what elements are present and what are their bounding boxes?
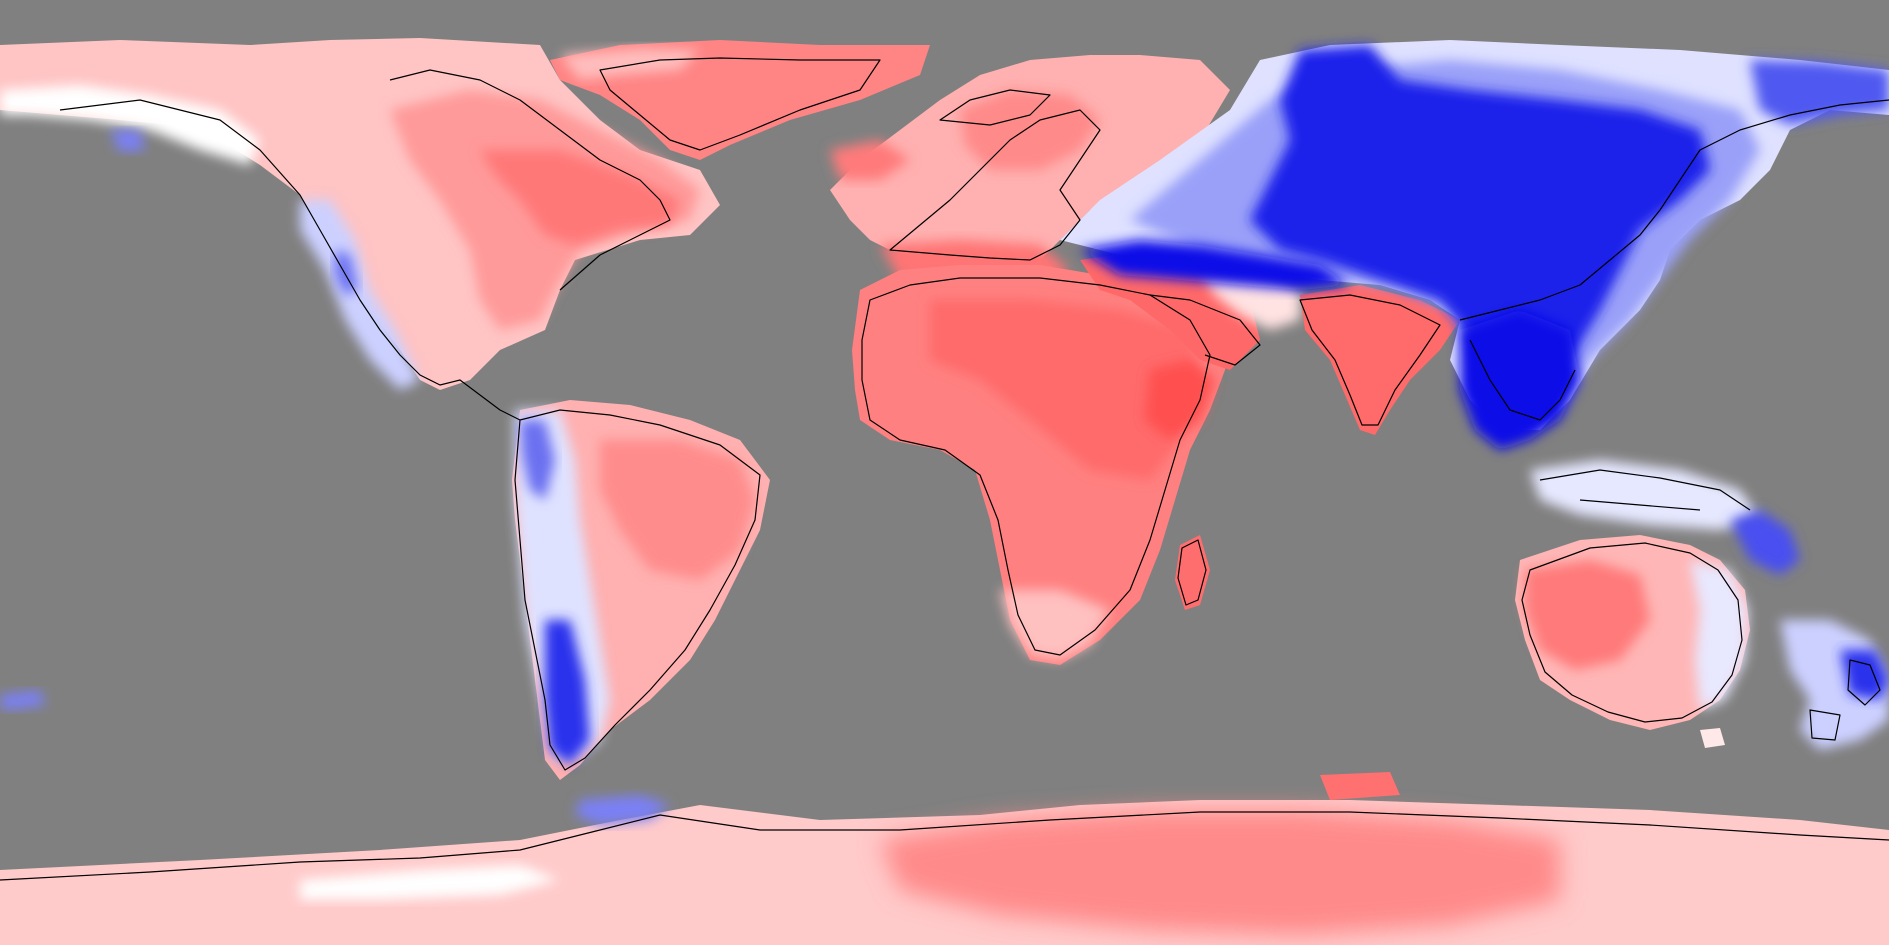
- coastline-africa: [861, 277, 1211, 656]
- patagonia-deep-cool: [545, 620, 590, 765]
- region-maritime-se-asia: [1530, 460, 1800, 575]
- brazil-warm: [600, 440, 755, 580]
- coastline-europe: [889, 89, 1101, 261]
- north-america-warmer: [480, 150, 680, 245]
- coastline-antarctica: [0, 811, 1889, 881]
- coastline-madagascar: [1177, 539, 1207, 606]
- west-antarctica-neutral: [300, 865, 560, 900]
- australia-east-cool: [1690, 560, 1748, 710]
- south-africa-light: [1000, 590, 1110, 660]
- tasmania-neutral: [1700, 728, 1725, 748]
- rockies-cool-core: [335, 250, 358, 295]
- coastline-greenland: [599, 57, 881, 151]
- siberia-northeast: [1750, 60, 1889, 125]
- central-asia-deep: [1080, 240, 1350, 290]
- new-zealand-deep: [1840, 650, 1889, 700]
- africa-warm: [930, 300, 1200, 480]
- coastlines: [0, 57, 1889, 881]
- southeast-asia-deep: [1460, 310, 1580, 450]
- andes-cool: [515, 410, 610, 760]
- india-base: [1300, 285, 1460, 435]
- coastline-indonesia: [1539, 469, 1751, 511]
- region-australia: [1515, 535, 1750, 748]
- coastline-arabia-india: [1149, 294, 1441, 426]
- indonesia: [1530, 460, 1760, 530]
- region-new-zealand: [1780, 620, 1889, 750]
- coastline-south-america: [514, 409, 761, 771]
- region-south-america: [512, 400, 770, 780]
- greenland-light: [560, 48, 700, 80]
- coastline-north-america: [59, 69, 671, 421]
- region-asia-cool: [1060, 40, 1889, 450]
- iceland: [830, 140, 910, 180]
- scandinavia-warm: [960, 90, 1100, 170]
- asia-deep-cool: [1250, 45, 1710, 410]
- coastline-asia-east: [1459, 99, 1889, 421]
- peru-cool: [520, 420, 555, 500]
- region-greenland: [550, 40, 930, 160]
- region-antarctica: [0, 772, 1889, 945]
- coastline-australia: [1521, 542, 1743, 723]
- horn-of-africa-hot: [1145, 360, 1215, 440]
- alaska-cool: [0, 85, 260, 165]
- new-guinea-cool: [1730, 510, 1800, 575]
- alaska-blue-spot: [110, 130, 145, 152]
- antarctic-peninsula-cool: [575, 795, 670, 825]
- australia-warm: [1525, 560, 1650, 670]
- pacific-cool-patch: [0, 690, 45, 710]
- antarctica-warm: [880, 810, 1560, 935]
- antarctic-small-patch: [1320, 772, 1400, 800]
- region-africa: [852, 265, 1230, 665]
- coastline-new-zealand: [1809, 659, 1881, 741]
